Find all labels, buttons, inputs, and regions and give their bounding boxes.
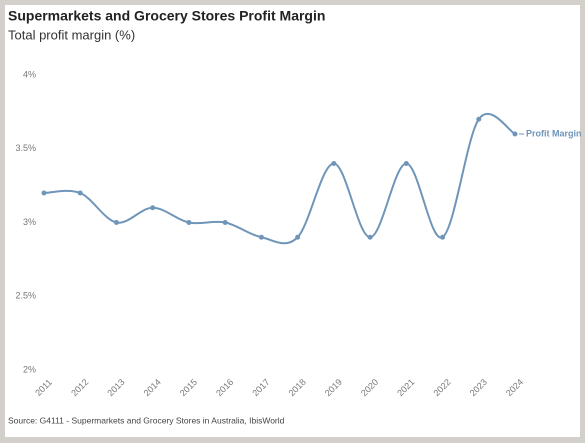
y-tick-label: 2% [23,364,36,374]
y-tick-label: 3.5% [15,143,36,153]
point [331,161,337,166]
point [512,131,518,137]
chart-title: Supermarkets and Grocery Stores Profit M… [8,8,325,24]
point [295,234,301,240]
series-label: Profit Margin [526,128,582,138]
chart-subtitle: Total profit margin (%) [8,27,135,42]
point [41,190,47,196]
y-tick-label: 4% [23,69,36,79]
y-tick-label: 2.5% [15,291,36,301]
point [403,161,409,166]
point [77,190,83,196]
point [150,205,156,211]
point [222,220,228,225]
panel [5,5,580,437]
point [113,220,119,225]
point [440,234,446,240]
point [367,234,373,240]
point [476,116,482,122]
y-tick-label: 3% [23,217,36,227]
point [258,234,264,240]
source-note: Source: G4111 - Supermarkets and Grocery… [8,415,285,425]
point [186,220,192,225]
